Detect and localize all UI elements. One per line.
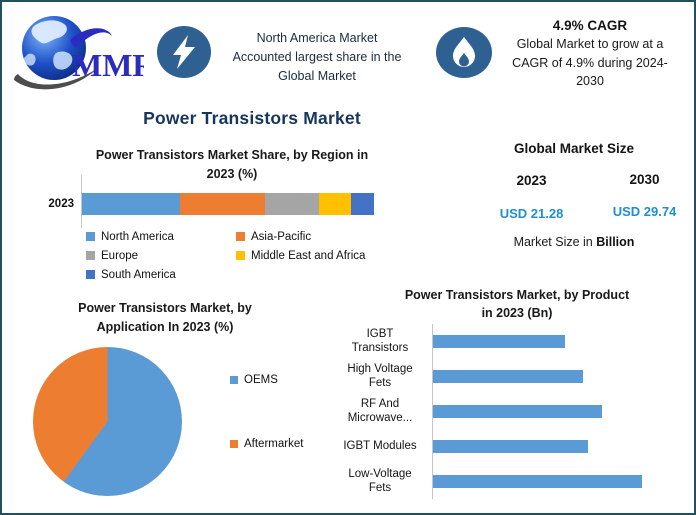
product-bar-igbt-modules bbox=[433, 440, 588, 453]
legend-swatch-middle-east-and-africa bbox=[236, 251, 245, 260]
legend-label: North America bbox=[101, 230, 174, 243]
flame-icon bbox=[436, 27, 492, 78]
product-bar-high-voltage bbox=[433, 370, 583, 383]
logo-text: MMR bbox=[72, 47, 144, 83]
legend-item-south-america: South America bbox=[86, 269, 236, 281]
mmr-logo: MMR bbox=[12, 10, 156, 92]
lightning-icon bbox=[157, 26, 211, 78]
product-category-label: High Voltage Fets bbox=[347, 363, 413, 389]
market-size-year-2030: 2030 bbox=[629, 172, 660, 187]
legend-swatch-north-america bbox=[86, 232, 95, 241]
product-category-label: IGBT Transistors bbox=[351, 328, 409, 354]
product-bar-low-voltage bbox=[433, 475, 642, 488]
product-bar-track bbox=[433, 370, 664, 383]
product-bar-chart: IGBT Transistors High Voltage Fets RF And … bbox=[332, 324, 664, 499]
market-size-title: Global Market Size bbox=[513, 141, 635, 156]
application-pie bbox=[33, 347, 182, 496]
north-america-note: North America Market Accounted largest s… bbox=[232, 31, 402, 83]
product-row-igbt: IGBT Transistors bbox=[332, 324, 664, 359]
legend-swatch-europe bbox=[86, 251, 95, 260]
cagr-title: 4.9% CAGR bbox=[552, 18, 628, 33]
region-segment-europe bbox=[264, 193, 319, 215]
pie-legend-label: OEMS bbox=[244, 374, 278, 386]
region-legend: North America Asia-Pacific Europe Middle Ea… bbox=[86, 227, 416, 284]
region-segment-north-america bbox=[82, 193, 180, 215]
market-size-value-2030: USD 29.74 bbox=[612, 204, 677, 219]
region-segment-middle-east-and-africa bbox=[318, 193, 351, 215]
market-size-caption: Market Size in Billion bbox=[479, 235, 669, 249]
market-size-value-2023: USD 21.28 bbox=[499, 206, 564, 221]
legend-item-north-america: North America bbox=[86, 231, 236, 243]
pie-legend-item-oems: OEMS bbox=[230, 374, 303, 386]
legend-item-middle-east-and-africa: Middle East and Africa bbox=[236, 250, 416, 262]
product-bar-rf-and bbox=[433, 405, 602, 418]
market-size-year-2023: 2023 bbox=[516, 173, 547, 188]
logo-swoosh-gray bbox=[14, 68, 98, 90]
product-category-label: RF And Microwave... bbox=[347, 398, 413, 424]
legend-label: Middle East and Africa bbox=[251, 249, 366, 262]
pie-legend-label: Aftermarket bbox=[244, 438, 304, 450]
product-bar-track bbox=[433, 335, 664, 348]
product-row-high-voltage: High Voltage Fets bbox=[332, 359, 664, 394]
pie-legend-swatch-oems bbox=[230, 376, 238, 384]
pie-legend-item-aftermarket: Aftermarket bbox=[230, 438, 303, 450]
market-size-caption-prefix: Market Size in bbox=[513, 235, 597, 249]
logo-swoosh-blue bbox=[70, 28, 112, 48]
legend-item-europe: Europe bbox=[86, 250, 236, 262]
product-bar-track bbox=[433, 440, 664, 453]
product-chart-title: Power Transistors Market, by Product in … bbox=[404, 288, 630, 320]
cagr-block: 4.9% CAGR Global Market to grow at a CAG… bbox=[494, 18, 686, 91]
product-bar-track bbox=[433, 405, 664, 418]
application-legend: OEMS Aftermarket bbox=[230, 374, 303, 450]
region-segment-asia-pacific bbox=[179, 193, 265, 215]
legend-item-asia-pacific: Asia-Pacific bbox=[236, 231, 416, 243]
legend-swatch-south-america bbox=[86, 270, 95, 279]
product-row-low-voltage: Low-Voltage Fets bbox=[332, 464, 664, 499]
legend-swatch-asia-pacific bbox=[236, 232, 245, 241]
region-chart-title: Power Transistors Market Share, by Regio… bbox=[95, 148, 369, 181]
region-axis-category: 2023 bbox=[48, 198, 74, 210]
mmr-logo-graphic: MMR bbox=[14, 16, 156, 90]
market-size-caption-unit: Billion bbox=[596, 235, 635, 249]
region-segment-south-america bbox=[350, 193, 374, 215]
product-y-axis-line bbox=[432, 324, 433, 499]
legend-label: Asia-Pacific bbox=[251, 230, 312, 243]
product-bar-igbt bbox=[433, 335, 565, 348]
legend-label: Europe bbox=[101, 249, 139, 262]
region-y-axis-line bbox=[81, 175, 82, 228]
pie-legend-swatch-aftermarket bbox=[230, 440, 238, 448]
product-category-label: IGBT Modules bbox=[343, 439, 417, 452]
region-stacked-bar bbox=[82, 193, 374, 215]
cagr-body: Global Market to grow at a CAGR of 4.9% … bbox=[512, 37, 668, 88]
page-title: Power Transistors Market bbox=[143, 108, 361, 128]
product-row-igbt-modules: IGBT Modules bbox=[332, 429, 664, 464]
product-category-label: Low-Voltage Fets bbox=[348, 468, 412, 494]
product-row-rf-and: RF And Microwave... bbox=[332, 394, 664, 429]
product-bar-track bbox=[433, 475, 664, 488]
application-chart-title: Power Transistors Market, by Application… bbox=[78, 301, 252, 334]
legend-label: South America bbox=[101, 268, 176, 281]
